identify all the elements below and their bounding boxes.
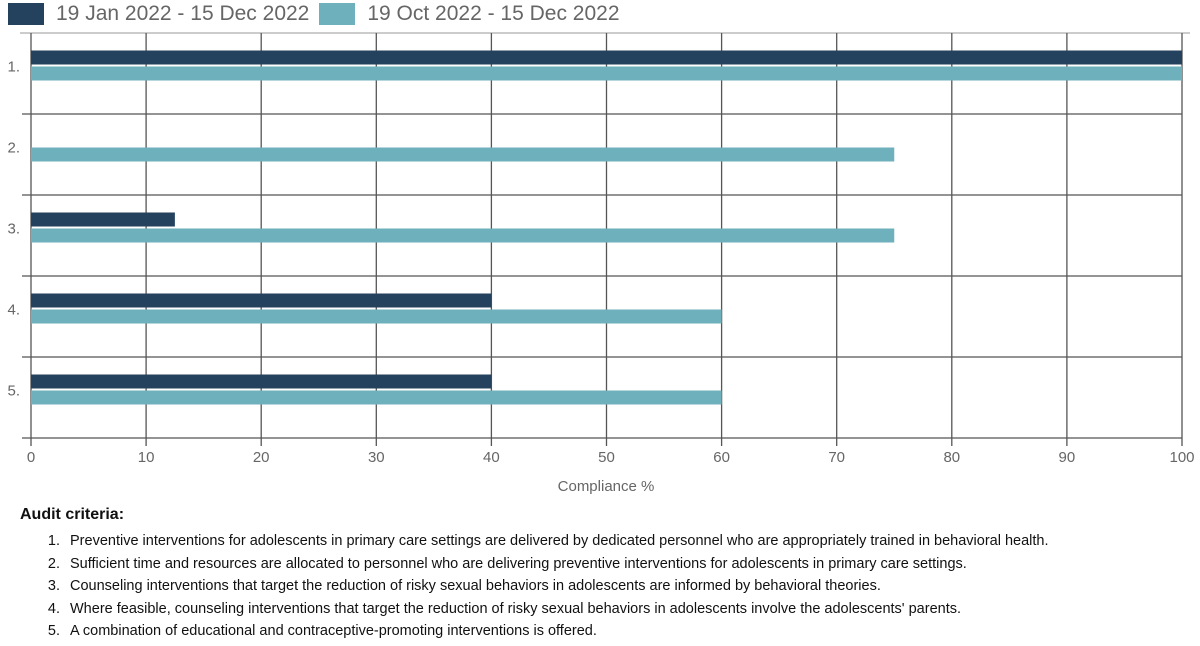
bar-series-2 (31, 147, 895, 162)
legend-item-series-1[interactable]: 19 Jan 2022 - 15 Dec 2022 (8, 2, 309, 26)
x-tick-label: 0 (27, 449, 35, 466)
x-tick-label: 10 (138, 449, 155, 466)
bar-chart: 0 10 20 30 40 50 60 70 80 90 100 1. 2. 3. 4. 5. Complian… (7, 32, 1195, 495)
bar-series-2 (31, 309, 722, 324)
y-tick-label: 4. (7, 302, 20, 319)
x-tick-label: 80 (943, 449, 960, 466)
x-tick-label: 30 (368, 449, 385, 466)
bar-series-2 (31, 390, 722, 405)
bar-series-1 (31, 374, 492, 389)
y-tick-label: 5. (7, 383, 20, 400)
criteria-title: Audit criteria: (20, 506, 125, 523)
legend-swatch (319, 3, 356, 25)
x-tick-label: 90 (1059, 449, 1076, 466)
criterion-item: Where feasible, counseling interventions… (64, 598, 1049, 621)
legend: 19 Jan 2022 - 15 Dec 2022 19 Oct 2022 - … (8, 2, 630, 26)
criterion-item: A combination of educational and contrac… (64, 620, 1049, 643)
y-tick-label: 2. (7, 140, 20, 157)
bar-series-1 (31, 50, 1182, 65)
bar-series-1 (31, 293, 492, 308)
bar-series-2 (31, 228, 895, 243)
x-tick-label: 60 (713, 449, 730, 466)
bar-series-2 (31, 66, 1182, 81)
audit-criteria: Audit criteria: Preventive interventions… (20, 506, 1049, 643)
legend-label: 19 Oct 2022 - 15 Dec 2022 (367, 2, 620, 25)
y-tick-label: 1. (7, 59, 20, 76)
x-tick-label: 50 (598, 449, 615, 466)
x-tick-label: 40 (483, 449, 500, 466)
bar-series-1 (31, 212, 175, 227)
legend-item-series-2[interactable]: 19 Oct 2022 - 15 Dec 2022 (319, 2, 620, 26)
y-tick-label: 3. (7, 221, 20, 238)
x-axis-label: Compliance % (558, 478, 655, 495)
criterion-item: Counseling interventions that target the… (64, 575, 1049, 598)
x-tick-label: 70 (828, 449, 845, 466)
legend-label: 19 Jan 2022 - 15 Dec 2022 (56, 2, 310, 25)
x-tick-label: 20 (253, 449, 270, 466)
legend-swatch (8, 3, 44, 25)
x-tick-label: 100 (1169, 449, 1194, 466)
criteria-list: Preventive interventions for adolescents… (20, 530, 1049, 643)
criterion-item: Preventive interventions for adolescents… (64, 530, 1049, 553)
criterion-item: Sufficient time and resources are alloca… (64, 553, 1049, 576)
